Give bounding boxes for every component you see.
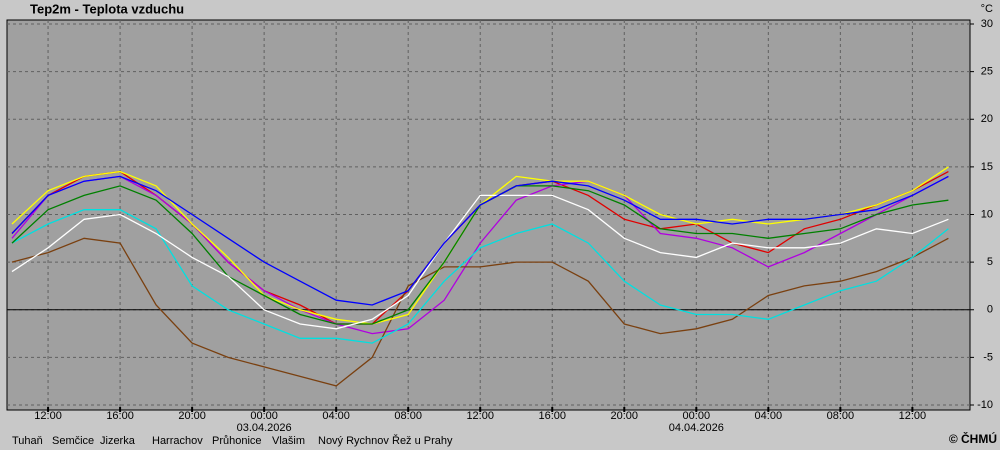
x-tick-label: 20:00: [178, 410, 206, 422]
x-tick-label: 12:00: [34, 410, 62, 422]
chart-title: Tep2m - Teplota vzduchu: [30, 1, 184, 16]
series-line: [11, 194, 949, 330]
y-tick-label: -5: [983, 351, 993, 363]
legend-label: Řež u Prahy: [392, 434, 453, 447]
x-tick-label: 16:00: [538, 410, 566, 422]
legend-label: Nový Rychnov: [318, 435, 389, 447]
legend-label: Jizerka: [100, 435, 136, 447]
y-tick-label: -10: [977, 399, 993, 411]
series-line: [11, 209, 949, 344]
y-tick-label: 30: [981, 18, 993, 30]
y-tick-label: 25: [981, 66, 993, 78]
y-tick-label: 15: [981, 161, 993, 173]
y-tick-label: 5: [987, 256, 993, 268]
x-tick-label: 08:00: [827, 410, 855, 422]
series-line: [11, 237, 949, 387]
series-line: [11, 175, 949, 306]
x-tick-label: 12:00: [899, 410, 927, 422]
x-tick-label: 04:00: [755, 410, 783, 422]
legend-label: Vlašim: [272, 435, 305, 447]
x-tick-label: 00:00: [250, 410, 278, 422]
unit-label: °C: [981, 3, 993, 15]
y-tick-label: 10: [981, 208, 993, 220]
copyright: © ČHMÚ: [949, 431, 997, 446]
legend-label: Tuhaň: [12, 435, 43, 447]
y-tick-label: 0: [987, 304, 993, 316]
x-tick-label: 00:00: [683, 410, 711, 422]
x-tick-label: 04:00: [322, 410, 350, 422]
x-tick-label: 08:00: [394, 410, 422, 422]
series-line: [11, 175, 949, 335]
x-tick-label: 12:00: [466, 410, 494, 422]
date-label: 03.04.2026: [237, 422, 292, 434]
x-tick-label: 16:00: [106, 410, 134, 422]
legend-label: Průhonice: [212, 435, 262, 447]
x-tick-label: 20:00: [611, 410, 639, 422]
date-label: 04.04.2026: [669, 422, 724, 434]
legend-label: Harrachov: [152, 435, 203, 447]
y-tick-label: 20: [981, 113, 993, 125]
legend-label: Semčice: [52, 435, 94, 447]
